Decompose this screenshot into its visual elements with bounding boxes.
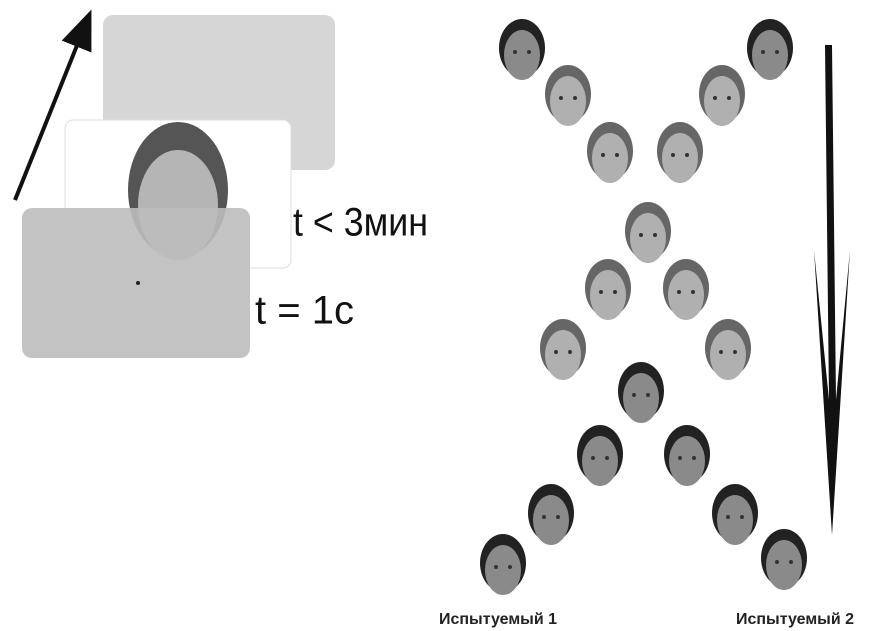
face [668, 270, 704, 320]
face [704, 76, 740, 126]
eye [613, 290, 617, 294]
eye [733, 350, 737, 354]
subject-label: Испытуемый 2 [736, 611, 854, 628]
face [752, 30, 788, 80]
eye [678, 456, 682, 460]
face [545, 330, 581, 380]
time-short: t = 1с [255, 289, 354, 333]
fixation-dot [136, 281, 140, 285]
eye [761, 50, 765, 54]
eye [775, 50, 779, 54]
face [592, 133, 628, 183]
face [623, 373, 659, 423]
eye [719, 350, 723, 354]
time-arrow [814, 45, 850, 535]
face [504, 30, 540, 80]
face [550, 76, 586, 126]
eye [671, 153, 675, 157]
eye [542, 515, 546, 519]
eye [685, 153, 689, 157]
eye [527, 50, 531, 54]
eye [726, 515, 730, 519]
face [533, 495, 569, 545]
faces [480, 19, 807, 595]
face [710, 330, 746, 380]
eye [677, 290, 681, 294]
face [485, 545, 521, 595]
eye [556, 515, 560, 519]
eye [605, 456, 609, 460]
subject-label: Испытуемый 1 [439, 611, 557, 628]
face [582, 436, 618, 486]
diagram: t < 3мин t = 1с Испытуемый 1 Испытуемый … [0, 0, 881, 631]
eye [494, 565, 498, 569]
eye [653, 233, 657, 237]
eye [740, 515, 744, 519]
eye [691, 290, 695, 294]
eye [599, 290, 603, 294]
eye [789, 560, 793, 564]
eye [513, 50, 517, 54]
time-long: t < 3мин [293, 201, 428, 245]
face [717, 495, 753, 545]
eye [591, 456, 595, 460]
face [669, 436, 705, 486]
eye [601, 153, 605, 157]
eye [568, 350, 572, 354]
face [590, 270, 626, 320]
eye [573, 96, 577, 100]
eye [554, 350, 558, 354]
eye [727, 96, 731, 100]
eye [639, 233, 643, 237]
eye [646, 393, 650, 397]
eye [692, 456, 696, 460]
eye [508, 565, 512, 569]
face [630, 213, 666, 263]
eye [559, 96, 563, 100]
face [766, 540, 802, 590]
eye [615, 153, 619, 157]
face [662, 133, 698, 183]
eye [713, 96, 717, 100]
eye [775, 560, 779, 564]
eye [632, 393, 636, 397]
